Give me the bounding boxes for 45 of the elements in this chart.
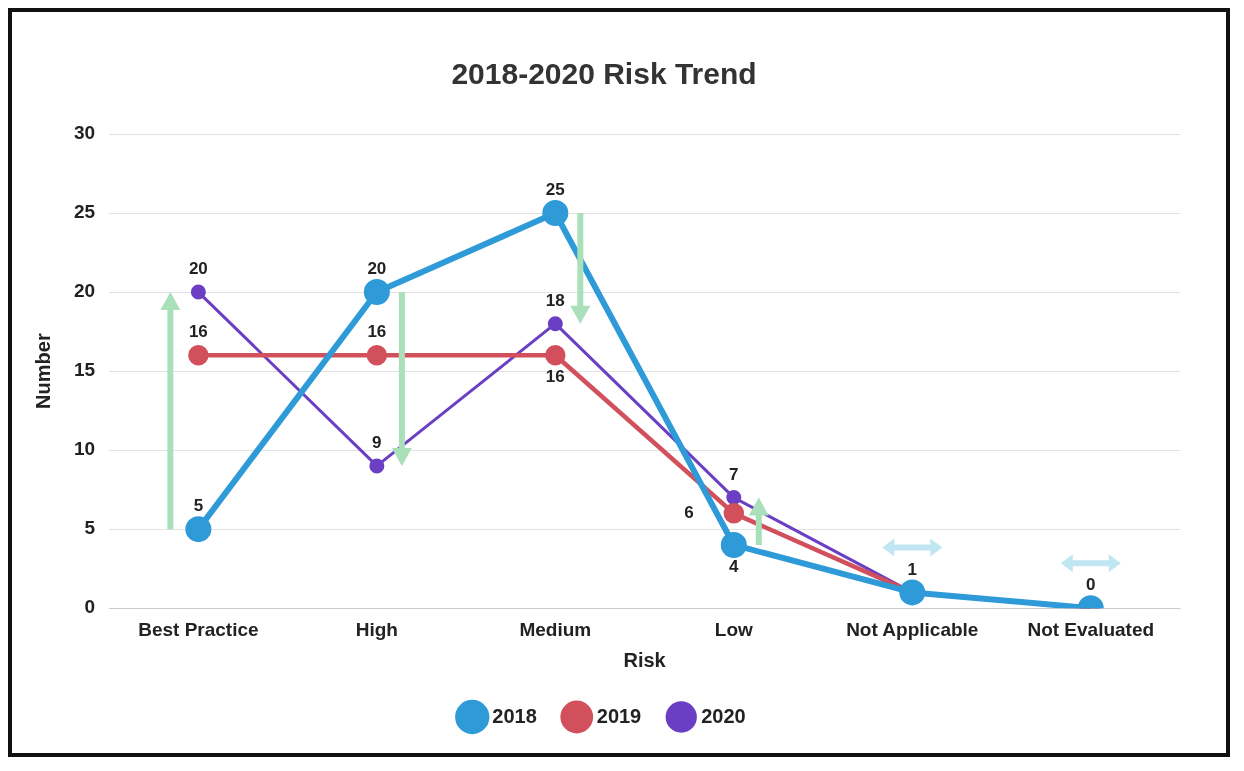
legend-label: 2018 — [492, 704, 537, 727]
y-tick-label: 0 — [84, 596, 96, 618]
x-tick-label: Medium — [519, 618, 592, 640]
point — [369, 458, 385, 474]
data-label: 20 — [188, 259, 208, 279]
data-label: 5 — [193, 496, 204, 516]
x-tick-label: Not Applicable — [846, 618, 979, 640]
point — [190, 284, 206, 300]
point — [185, 516, 212, 543]
y-tick-label: 30 — [73, 122, 96, 144]
x-axis-title: Risk — [623, 648, 667, 671]
data-label: 7 — [729, 464, 739, 484]
point — [363, 279, 390, 306]
point — [542, 200, 569, 227]
x-tick-label: Best Practice — [138, 618, 259, 640]
x-tick-label: Not Evaluated — [1027, 618, 1155, 640]
x-tick-label: High — [355, 618, 398, 640]
y-tick-label: 10 — [73, 438, 96, 460]
y-tick-label: 20 — [73, 280, 96, 302]
point — [720, 531, 747, 558]
data-label: 0 — [1086, 575, 1096, 595]
x-tick-label: Low — [714, 618, 754, 640]
point — [545, 345, 566, 366]
data-label: 1 — [907, 559, 918, 579]
point — [726, 490, 742, 506]
point — [723, 503, 745, 524]
legend-label: 2019 — [596, 704, 642, 727]
data-label: 16 — [545, 367, 565, 387]
y-tick-label: 5 — [84, 517, 96, 539]
point — [188, 345, 209, 366]
point — [547, 316, 563, 332]
data-label: 16 — [188, 322, 208, 342]
data-label: 20 — [367, 259, 387, 279]
y-axis-title: Number — [31, 333, 54, 409]
data-label: 25 — [545, 180, 565, 200]
point — [366, 345, 388, 366]
data-label: 6 — [684, 503, 694, 523]
data-label: 4 — [729, 557, 740, 577]
y-tick-label: 15 — [73, 359, 96, 381]
legend-label: 2020 — [701, 704, 746, 727]
chart-title: 2018-2020 Risk Trend — [451, 57, 757, 91]
data-label: 16 — [367, 322, 387, 342]
y-tick-label: 25 — [73, 201, 96, 223]
data-label: 18 — [545, 290, 565, 310]
data-label: 9 — [372, 433, 382, 453]
